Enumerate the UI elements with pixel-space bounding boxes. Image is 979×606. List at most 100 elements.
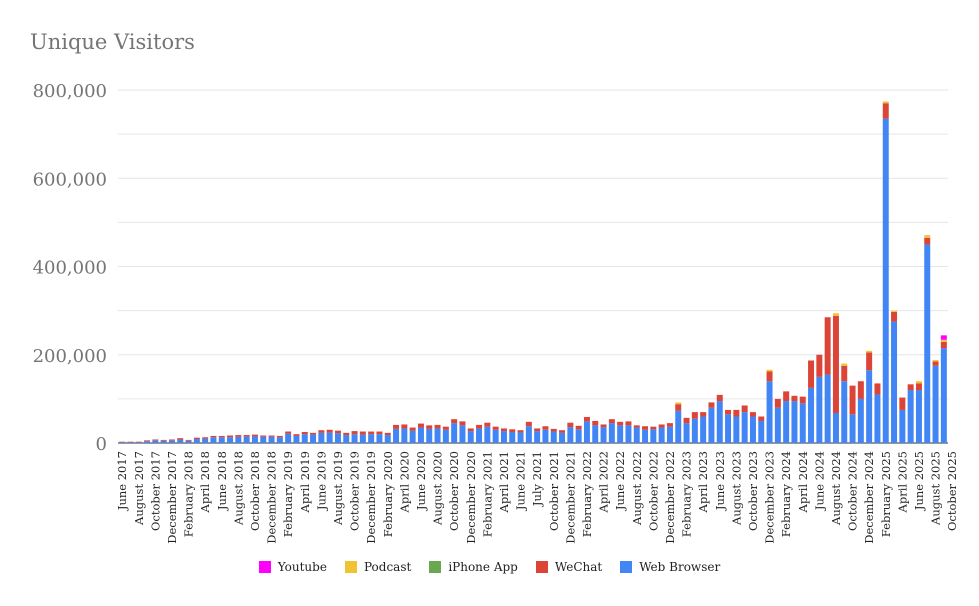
- bar-segment: [600, 427, 607, 443]
- x-tick-label: June 2021: [514, 451, 528, 511]
- bar-segment: [633, 427, 640, 443]
- bar-segment: [334, 433, 341, 443]
- legend-swatch: [258, 561, 271, 573]
- x-tick-label: February 2025: [879, 451, 893, 537]
- bar-segment: [260, 436, 267, 443]
- bar-segment: [467, 431, 474, 443]
- x-tick-label: December 2017: [165, 451, 179, 544]
- x-tick-label: April 2023: [696, 451, 710, 513]
- bar-segment: [808, 360, 815, 388]
- bar-segment: [276, 437, 283, 443]
- bar-segment: [915, 383, 922, 391]
- bar-segment: [924, 244, 931, 443]
- bar-segment: [384, 435, 391, 443]
- bar-segment: [849, 385, 856, 415]
- x-tick-label: April 2019: [298, 451, 312, 513]
- bar-segment: [326, 429, 333, 433]
- bar-segment: [210, 435, 217, 438]
- legend-item: Web Browser: [620, 560, 720, 574]
- bar-segment: [500, 428, 507, 432]
- x-tick-label: December 2018: [265, 451, 279, 544]
- bar-segment: [832, 413, 839, 443]
- bar-segment: [666, 426, 673, 443]
- bar-segment: [675, 404, 682, 411]
- bar-segment: [716, 401, 723, 443]
- legend-swatch: [535, 561, 548, 573]
- bar-segment: [168, 439, 175, 441]
- bar-segment: [218, 435, 225, 438]
- x-tick-label: October 2018: [248, 451, 262, 531]
- bar-segment: [484, 426, 491, 443]
- bar-segment: [915, 390, 922, 443]
- bar-segment: [791, 401, 798, 443]
- bar-segment: [575, 429, 582, 443]
- bar-segment: [476, 428, 483, 443]
- bar-segment: [608, 423, 615, 443]
- bar-segment: [642, 429, 649, 443]
- legend-item: iPhone App: [429, 560, 518, 574]
- x-axis-ticks: June 2017 August 2017 October 2017 December…: [115, 451, 959, 544]
- y-tick-label: 200,000: [33, 346, 107, 367]
- legend-label: Youtube: [277, 560, 327, 574]
- x-tick-label: October 2020: [447, 451, 461, 531]
- bar-segment: [666, 423, 673, 427]
- bar-segment: [592, 420, 599, 426]
- x-tick-label: April 2022: [597, 451, 611, 513]
- bar-segment: [285, 433, 292, 443]
- bar-segment: [550, 431, 557, 443]
- bar-segment: [575, 425, 582, 430]
- x-tick-label: June 2020: [414, 451, 428, 511]
- bar-segment: [907, 390, 914, 443]
- bar-segment: [608, 419, 615, 424]
- bar-segment: [301, 431, 308, 435]
- bar-segment: [260, 435, 267, 437]
- bar-segment: [152, 439, 159, 441]
- x-tick-label: August 2019: [331, 451, 345, 526]
- x-tick-label: August 2023: [729, 451, 743, 526]
- bar-segment: [243, 436, 250, 443]
- bar-segment: [401, 428, 408, 443]
- bar-segment: [741, 405, 748, 413]
- bar-segment: [891, 310, 898, 312]
- bar-segment: [866, 352, 873, 371]
- bar-segment: [866, 370, 873, 443]
- bar-segment: [119, 442, 126, 443]
- bar-segment: [451, 423, 458, 443]
- bar-segment: [749, 416, 756, 443]
- bar-segment: [550, 428, 557, 432]
- bar-segment: [393, 428, 400, 443]
- bar-segment: [534, 431, 541, 443]
- bar-segment: [467, 428, 474, 432]
- bar-segment: [459, 425, 466, 443]
- bar-segment: [907, 384, 914, 391]
- bar-segment: [808, 387, 815, 443]
- bar-segment: [625, 421, 632, 426]
- bar-segment: [758, 416, 765, 421]
- bar-segment: [177, 438, 184, 440]
- x-tick-label: July 2021: [530, 451, 544, 507]
- legend-label: Web Browser: [639, 560, 721, 574]
- x-tick-label: June 2017: [115, 451, 129, 511]
- bar-segment: [675, 410, 682, 443]
- x-tick-label: October 2023: [746, 451, 760, 531]
- bar-segment: [492, 426, 499, 430]
- bar-segment: [783, 391, 790, 402]
- x-tick-label: June 2024: [812, 451, 826, 511]
- x-tick-label: February 2018: [182, 451, 196, 537]
- bar-segment: [525, 426, 532, 443]
- bar-segment: [359, 431, 366, 435]
- y-tick-label: 0: [96, 434, 107, 455]
- x-tick-label: April 2018: [198, 451, 212, 513]
- bar-segment: [891, 311, 898, 322]
- bar-segment: [675, 402, 682, 405]
- bar-segment: [708, 407, 715, 443]
- x-tick-label: June 2023: [713, 451, 727, 511]
- x-tick-label: June 2018: [215, 451, 229, 511]
- bar-segment: [351, 434, 358, 443]
- bar-segment: [783, 401, 790, 443]
- bar-segment: [832, 313, 839, 316]
- bar-segment: [791, 395, 798, 402]
- x-tick-label: October 2022: [646, 451, 660, 531]
- x-tick-label: December 2019: [364, 451, 378, 544]
